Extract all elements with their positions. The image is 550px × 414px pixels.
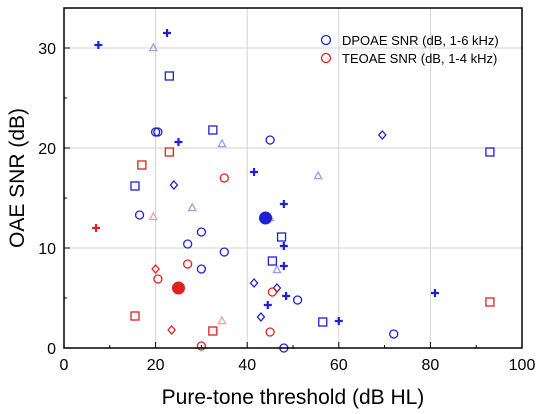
teoae-point-square — [208, 326, 218, 336]
dpoae-point-triangle — [187, 202, 197, 212]
dpoae-point-square — [267, 256, 278, 266]
dpoae-point-circle — [265, 135, 275, 145]
dpoae-point-triangle — [148, 42, 159, 52]
axis-ticks: 0 20 40 60 80 100 0 10 20 30 — [38, 41, 535, 374]
x-tick-label: 40 — [238, 357, 256, 374]
y-tick-label: 20 — [38, 141, 56, 158]
dpoae-point-circle — [389, 329, 399, 339]
dpoae-point-circle — [134, 210, 145, 220]
dpoae-point-square — [485, 147, 495, 157]
teoae-point-triangle — [217, 315, 227, 325]
y-axis-label: OAE SNR (dB) — [6, 108, 29, 248]
dpoae-point-plus — [263, 301, 272, 309]
dpoae-point-diamond — [377, 130, 387, 140]
teoae-point-square — [485, 297, 495, 307]
grid-lines — [64, 8, 522, 348]
legend-marker — [320, 52, 332, 64]
dpoae-point-circle — [219, 247, 229, 257]
x-tick-label: 20 — [147, 357, 165, 374]
teoae-point-square — [164, 147, 174, 157]
dpoae-point-circle — [196, 227, 207, 237]
dpoae-point-diamond — [256, 312, 266, 322]
dpoae-point-plus — [279, 200, 288, 208]
dpoae-point-plus — [279, 242, 288, 250]
x-tick-label: 80 — [422, 357, 440, 374]
x-tick-label: 0 — [60, 357, 69, 374]
dpoae-point-plus — [94, 41, 103, 49]
teoae-point-circle — [265, 327, 275, 337]
dpoae-point-plus — [279, 262, 288, 270]
dpoae-point-circle — [183, 239, 193, 249]
teoae-point-filled-circle — [172, 281, 185, 295]
dpoae-point-plus — [430, 289, 439, 297]
teoae-point-circle — [267, 287, 278, 297]
teoae-point-plus — [92, 224, 101, 232]
teoae-point-circle — [153, 274, 163, 284]
x-tick-label: 100 — [509, 357, 536, 374]
dpoae-point-plus — [334, 317, 343, 325]
dpoae-point-diamond — [249, 278, 259, 288]
legend-marker — [320, 34, 332, 46]
dpoae-point-square — [164, 71, 174, 81]
dpoae-point-triangle — [217, 138, 227, 148]
dpoae-point-triangle — [272, 264, 282, 274]
teoae-point-diamond — [167, 325, 176, 335]
dpoae-point-square — [318, 317, 328, 327]
data-points — [92, 29, 495, 353]
x-axis-label: Pure-tone threshold (dB HL) — [162, 386, 425, 409]
dpoae-point-plus — [174, 138, 183, 146]
dpoae-point-diamond — [169, 180, 179, 190]
teoae-point-diamond — [151, 264, 160, 274]
legend: DPOAE SNR (dB, 1-6 kHz) TEOAE SNR (dB, 1-… — [320, 33, 499, 66]
teoae-point-square — [137, 160, 147, 170]
y-tick-label: 30 — [38, 41, 56, 58]
dpoae-point-square — [276, 232, 287, 242]
teoae-point-circle — [183, 259, 193, 269]
x-tick-label: 60 — [330, 357, 348, 374]
dpoae-point-filled-circle — [259, 211, 273, 225]
dpoae-point-triangle — [313, 170, 323, 180]
dpoae-point-circle — [153, 127, 163, 137]
dpoae-point-plus — [282, 292, 291, 300]
teoae-point-square — [130, 311, 140, 321]
dpoae-point-plus — [163, 29, 172, 37]
teoae-point-triangle — [148, 211, 159, 221]
teoae-point-circle — [219, 173, 229, 183]
legend-label: TEOAE SNR (dB, 1-4 kHz) — [342, 51, 497, 66]
dpoae-point-circle — [196, 264, 207, 274]
dpoae-point-circle — [292, 295, 303, 305]
dpoae-point-square — [130, 181, 140, 191]
legend-label: DPOAE SNR (dB, 1-6 kHz) — [342, 33, 499, 48]
teoae-point-circle — [196, 341, 207, 351]
y-tick-label: 0 — [47, 341, 56, 358]
dpoae-point-square — [208, 125, 218, 135]
y-tick-label: 10 — [38, 241, 56, 258]
dpoae-point-plus — [250, 168, 259, 176]
